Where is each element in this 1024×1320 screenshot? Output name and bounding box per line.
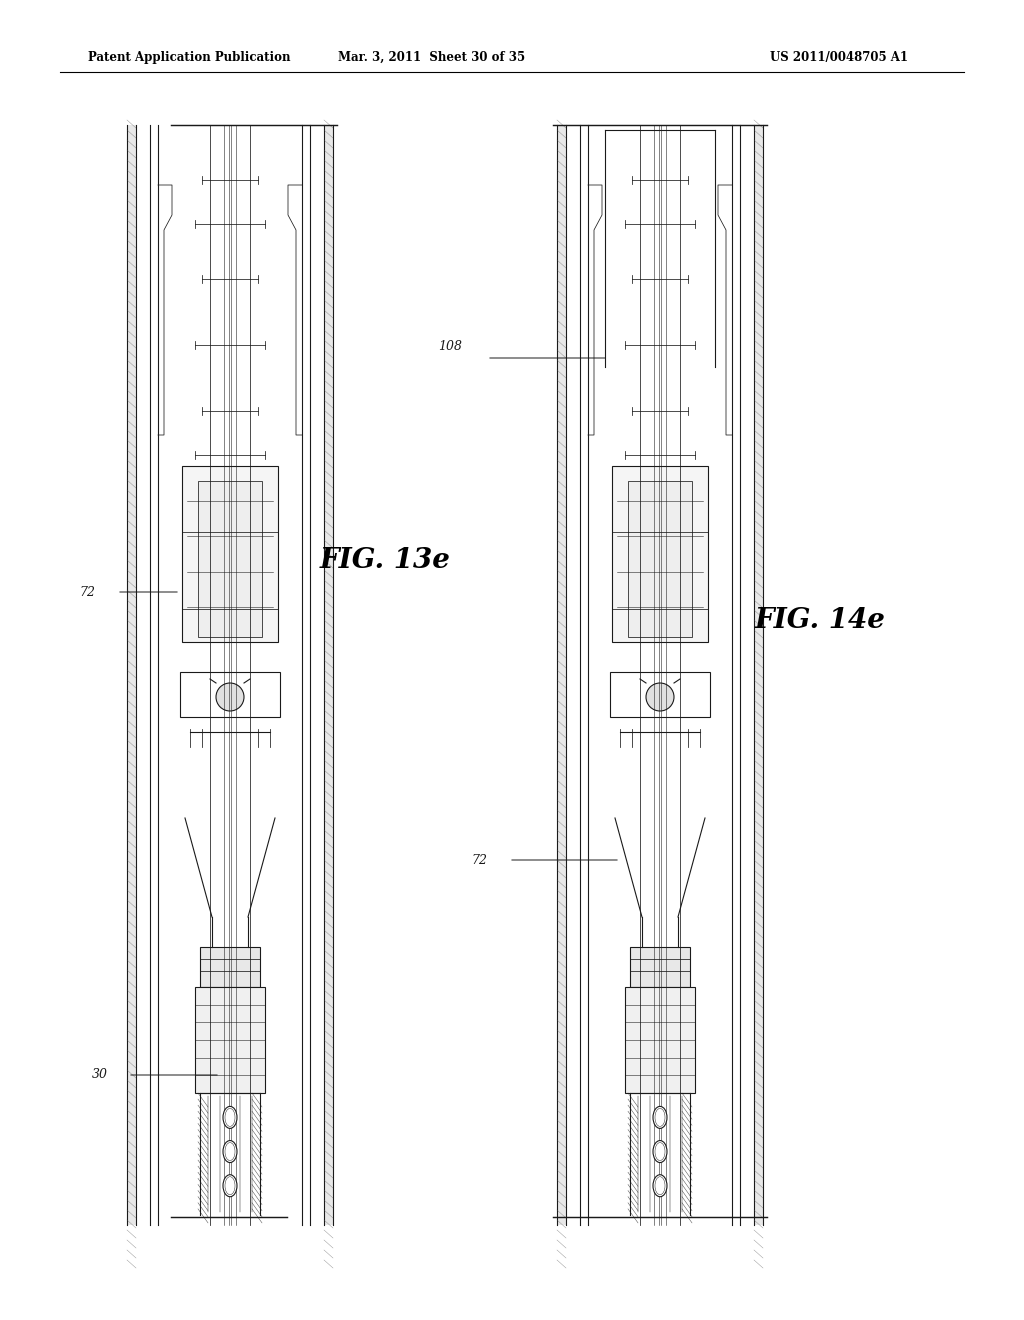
- Bar: [180, 672, 280, 717]
- Bar: [195, 987, 265, 1093]
- Bar: [612, 466, 708, 642]
- Text: 108: 108: [438, 339, 462, 352]
- Bar: [625, 987, 695, 1093]
- Bar: [628, 480, 692, 638]
- Ellipse shape: [223, 1140, 237, 1163]
- Ellipse shape: [225, 1176, 234, 1195]
- Ellipse shape: [225, 1143, 234, 1160]
- Text: FIG. 14e: FIG. 14e: [755, 606, 886, 634]
- Ellipse shape: [225, 1109, 234, 1126]
- Ellipse shape: [655, 1109, 665, 1126]
- Text: US 2011/0048705 A1: US 2011/0048705 A1: [770, 50, 908, 63]
- Ellipse shape: [223, 1106, 237, 1129]
- Bar: [610, 672, 710, 717]
- Ellipse shape: [655, 1143, 665, 1160]
- Bar: [630, 946, 690, 987]
- Ellipse shape: [653, 1140, 667, 1163]
- Circle shape: [646, 682, 674, 711]
- Text: 72: 72: [471, 854, 487, 866]
- Text: Patent Application Publication: Patent Application Publication: [88, 50, 291, 63]
- Text: 30: 30: [92, 1068, 108, 1081]
- Text: Mar. 3, 2011  Sheet 30 of 35: Mar. 3, 2011 Sheet 30 of 35: [339, 50, 525, 63]
- Ellipse shape: [655, 1176, 665, 1195]
- Bar: [182, 466, 278, 642]
- Text: 72: 72: [79, 586, 95, 598]
- Text: FIG. 13e: FIG. 13e: [319, 546, 451, 573]
- Bar: [198, 480, 262, 638]
- Bar: [200, 946, 260, 987]
- Ellipse shape: [653, 1106, 667, 1129]
- Ellipse shape: [223, 1175, 237, 1197]
- Circle shape: [216, 682, 244, 711]
- Ellipse shape: [653, 1175, 667, 1197]
